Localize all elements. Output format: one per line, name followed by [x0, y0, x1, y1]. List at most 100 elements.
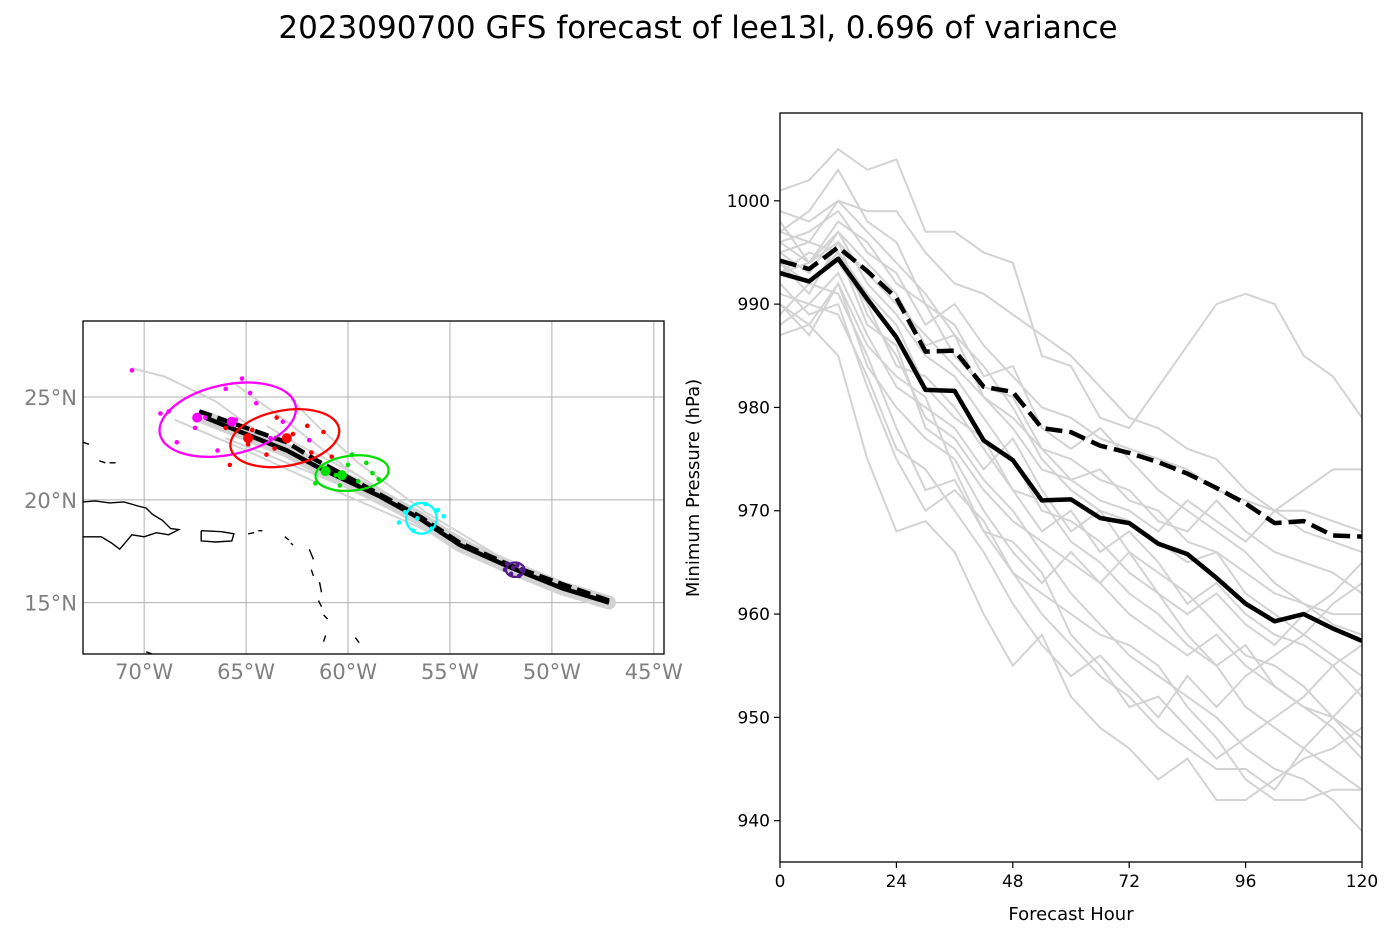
member-position-point	[192, 425, 198, 431]
coastline	[310, 569, 315, 577]
pressure-plot-frame	[779, 112, 1363, 863]
coastline	[308, 548, 315, 560]
ensemble-pressure-line	[780, 241, 1362, 791]
y-tick-label: 970	[738, 502, 770, 522]
mean-position-point	[243, 433, 254, 444]
y-tick-label: 960	[738, 605, 770, 625]
member-position-point	[272, 446, 277, 451]
map-frame	[82, 320, 665, 655]
member-position-point	[129, 368, 135, 373]
pressure-primary-lines	[780, 245, 1362, 643]
map-y-tick-labels: 15°N 20°N 25°N	[24, 386, 77, 616]
uncertainty-ellipse	[229, 408, 341, 469]
ensemble-pressure-line	[780, 251, 1362, 698]
x-tick-label: 120	[1346, 872, 1378, 892]
x-tick-label: 24	[886, 872, 908, 892]
pressure-plot-background	[780, 113, 1362, 862]
ensemble-pressure-line	[780, 303, 1362, 801]
member-position-point	[415, 516, 420, 521]
x-tick-label: 72	[1118, 872, 1140, 892]
map-x-tick-label: 70°W	[115, 660, 173, 684]
member-position-point	[514, 563, 520, 568]
mean-position-point	[336, 470, 347, 481]
member-position-point	[333, 472, 339, 478]
ensemble-pressure-line	[780, 199, 1362, 616]
pressure-y-ticks: 940 950 960 970 980 990 1000	[727, 192, 780, 832]
ensemble-pressure-line	[780, 147, 1362, 430]
member-position-point	[280, 419, 286, 425]
coastline	[284, 536, 290, 541]
coastline	[354, 637, 360, 644]
ensemble-pressure-line	[780, 167, 1362, 636]
member-position-point	[321, 429, 326, 435]
ensemble-pressure-line	[780, 240, 1362, 544]
member-position-point	[239, 376, 245, 381]
x-tick-label: 0	[775, 872, 786, 892]
member-position-point	[345, 462, 351, 468]
map-x-tick-labels: 70°W 65°W 60°W 55°W 50°W 45°W	[115, 660, 683, 684]
member-position-point	[441, 513, 447, 519]
coastline	[322, 635, 327, 642]
map-panel: 70°W 65°W 60°W 55°W 50°W 45°W 15°N 20°N 25°N	[24, 320, 683, 684]
member-position-point	[376, 476, 381, 482]
y-tick-label: 980	[738, 398, 770, 418]
map-x-tick-label: 65°W	[217, 660, 275, 684]
uncertainty-ellipse	[158, 381, 298, 458]
member-position-point	[510, 565, 516, 570]
ensemble-pressure-line	[780, 220, 1362, 595]
member-position-point	[355, 479, 361, 484]
uncertainty-ellipse	[404, 501, 438, 535]
member-position-point	[274, 415, 279, 420]
coastline	[317, 600, 323, 608]
member-position-point	[158, 411, 163, 416]
mean-position-point	[192, 412, 203, 423]
map-x-tick-label: 60°W	[319, 660, 377, 684]
ensemble-pressure-line	[780, 209, 1362, 533]
member-position-point	[435, 507, 441, 513]
pressure-x-ticks: 0 24 48 72 96 120	[775, 862, 1378, 892]
ensemble-pressure-line	[780, 239, 1362, 832]
pressure-panel: 0 24 48 72 96 120 940 950 960 970 980 990 1000 Fore…	[683, 112, 1378, 925]
primary-pressure-line-dashed	[780, 245, 1362, 539]
ensemble-pressure-line	[780, 282, 1362, 761]
coastline	[318, 581, 323, 593]
member-position-point	[306, 437, 312, 443]
member-position-point	[396, 520, 402, 525]
coastline	[247, 532, 255, 535]
member-position-point	[290, 431, 296, 437]
ensemble-pressure-line	[780, 250, 1362, 760]
y-tick-label: 950	[738, 708, 770, 728]
member-position-point	[364, 460, 369, 466]
member-position-point	[215, 448, 220, 453]
coastline	[83, 500, 182, 551]
map-y-tick-label: 15°N	[24, 592, 77, 616]
ensemble-pressure-line	[780, 229, 1362, 647]
y-tick-label: 940	[738, 812, 770, 832]
member-position-point	[304, 423, 310, 429]
map-x-tick-label: 55°W	[421, 660, 479, 684]
map-uncertainty-ellipses	[158, 381, 526, 579]
member-position-point	[264, 452, 269, 457]
pressure-ensemble-lines	[780, 147, 1362, 832]
pressure-y-axis-label: Minimum Pressure (hPa)	[683, 379, 704, 597]
mean-position-point	[226, 416, 237, 427]
coastline	[200, 530, 235, 543]
coastline	[290, 542, 294, 546]
member-position-point	[337, 483, 343, 488]
mean-position-point	[281, 433, 292, 444]
member-position-point	[253, 400, 259, 406]
member-position-point	[223, 425, 229, 431]
member-position-point	[370, 470, 375, 476]
member-position-point	[518, 567, 524, 573]
map-x-tick-label: 45°W	[625, 660, 683, 684]
map-coastlines	[83, 441, 360, 654]
member-position-point	[249, 427, 255, 433]
coastline	[99, 460, 106, 464]
map-y-tick-label: 20°N	[24, 489, 77, 513]
primary-pressure-line-solid	[780, 256, 1362, 643]
map-x-tick-label: 50°W	[523, 660, 581, 684]
member-position-point	[203, 415, 208, 420]
coastline	[83, 441, 90, 445]
ensemble-pressure-line	[780, 302, 1362, 719]
figure-title: 2023090700 GFS forecast of lee13l, 0.696…	[278, 10, 1118, 46]
